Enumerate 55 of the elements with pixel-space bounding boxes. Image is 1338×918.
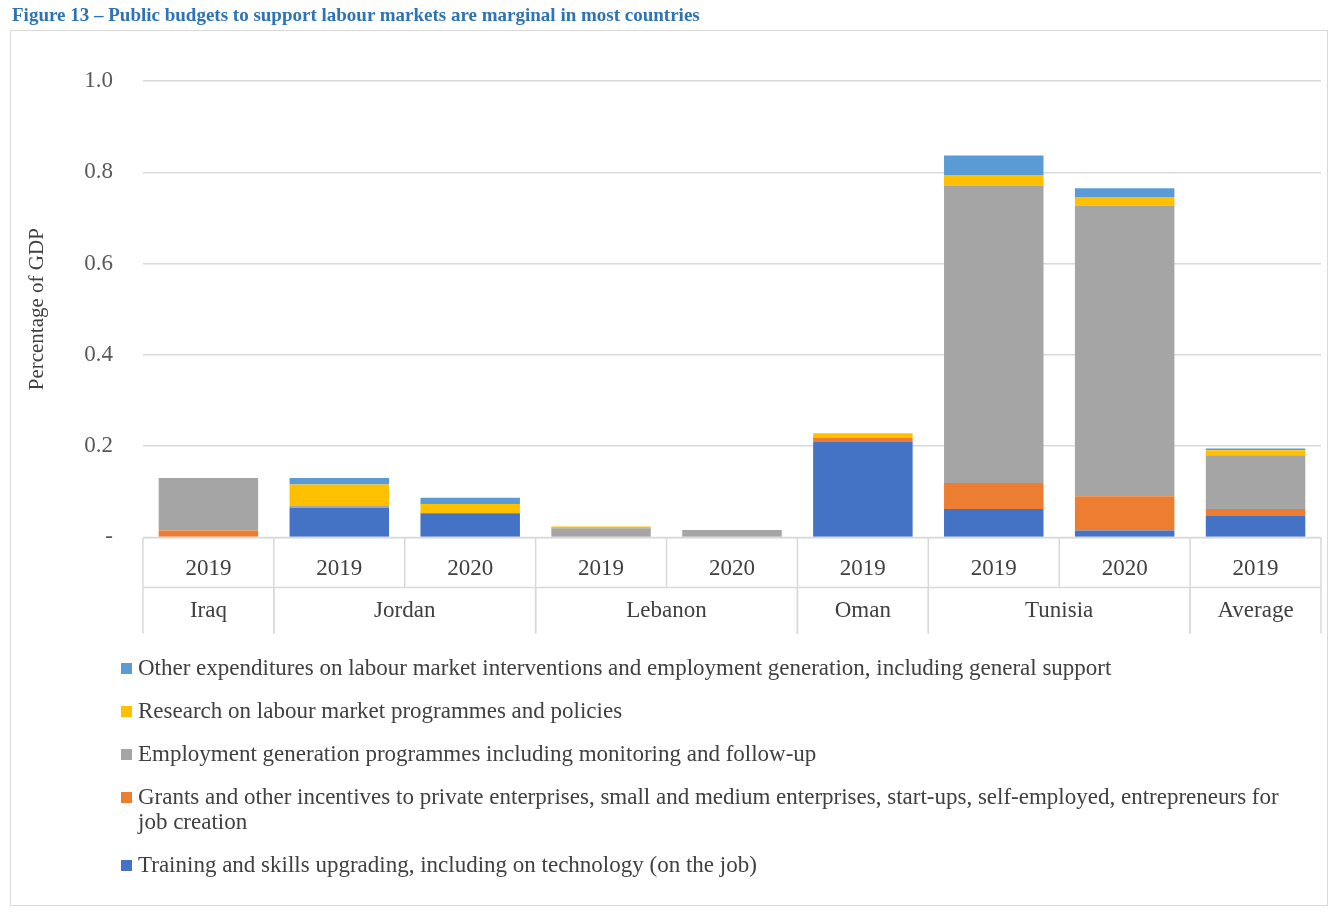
bar — [289, 478, 390, 485]
bar — [1074, 530, 1175, 537]
text: Lebanon — [626, 597, 708, 623]
text: Average — [1217, 597, 1294, 623]
legend-label: Other expenditures on labour market interventions and employment generation, including general support — [138, 655, 1112, 680]
x-tick-label: 2019 — [839, 555, 886, 581]
legend-label: Grants and other incentives to private enterprises, small and medium enterprises, start-ups, self-employed, entrepreneurs for job creation — [138, 784, 1280, 834]
text: Iraq — [189, 597, 228, 623]
x-tick-label: 2019 — [970, 555, 1017, 581]
legend-label: Training and skills upgrading, including on technology (on the job) — [138, 852, 757, 877]
y-tick-label: 0.4 — [84, 340, 114, 366]
bar — [1074, 188, 1175, 197]
bar — [551, 528, 651, 537]
x-tick-label: 2019 — [185, 555, 232, 581]
y-tick-label: 0.2 — [84, 432, 113, 458]
legend-label: Employment generation programmes including monitoring and follow-up — [138, 741, 817, 766]
text: Tunisia — [1025, 597, 1094, 623]
legend-label: Research on labour market programmes and policies — [138, 698, 623, 723]
bar — [813, 433, 913, 438]
chart-title: Figure 13 – Public budgets to support labour markets are marginal in most countries — [11, 3, 701, 27]
x-tick-label: 2020 — [447, 555, 494, 581]
x-tick-label: 2019 — [578, 555, 625, 581]
bar — [1205, 455, 1306, 510]
bar — [944, 509, 1044, 537]
bar — [1074, 196, 1175, 206]
y-axis-title: Percentage of GDP — [24, 228, 49, 391]
x-tick-label: 2019 — [316, 555, 363, 581]
bar — [420, 504, 520, 514]
bar — [1205, 450, 1306, 456]
bar — [682, 530, 782, 537]
bar — [1074, 496, 1175, 531]
bar — [944, 155, 1044, 176]
text: Jordan — [374, 597, 436, 623]
y-tick-label: - — [105, 523, 113, 549]
bar — [289, 507, 390, 537]
bar — [420, 497, 520, 505]
y-tick-label: 0.6 — [84, 249, 113, 275]
bar — [158, 478, 259, 531]
y-tick-label: 0.8 — [84, 158, 113, 184]
bar — [1074, 205, 1175, 497]
bar — [420, 513, 520, 537]
bar — [944, 175, 1044, 186]
text: Oman — [834, 597, 892, 623]
bar — [813, 442, 913, 537]
bar — [1205, 509, 1306, 516]
bar — [1205, 515, 1306, 537]
x-tick-label: 2020 — [1101, 555, 1148, 581]
bar — [813, 437, 913, 443]
x-tick-label: 2019 — [1232, 555, 1279, 581]
y-tick-label: 1.0 — [84, 67, 113, 93]
bar — [944, 185, 1044, 484]
x-tick-label: 2020 — [708, 555, 755, 581]
bar — [158, 530, 259, 537]
bar — [944, 483, 1044, 510]
bar — [289, 484, 390, 506]
